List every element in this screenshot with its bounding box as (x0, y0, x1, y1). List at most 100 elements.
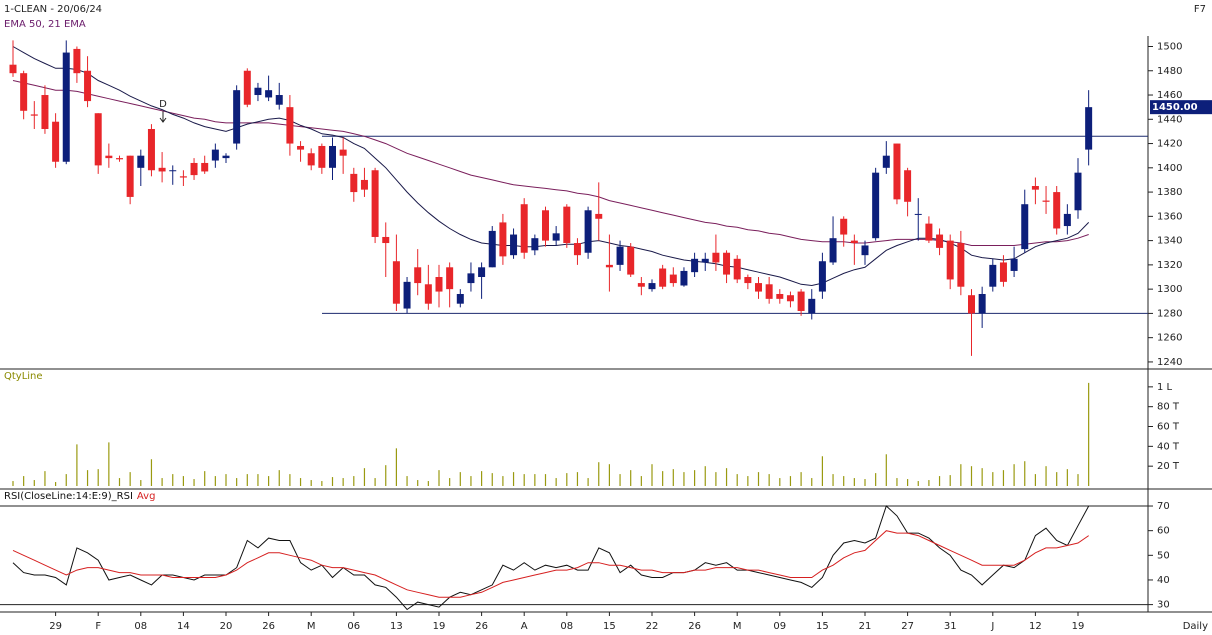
candle-body (137, 155, 145, 168)
candle-body (584, 210, 592, 253)
rsi-line (12, 505, 1090, 611)
y-tick-label: 1420 (1157, 139, 1182, 150)
y-tick-label: 1480 (1157, 66, 1182, 77)
candle-body (84, 70, 92, 102)
x-tick-label: 19 (1072, 621, 1085, 632)
y-tick-label: 1320 (1157, 260, 1182, 271)
candle-body (392, 261, 400, 304)
candle-body (94, 113, 102, 166)
y-tick-label: 1400 (1157, 163, 1182, 174)
hotkey-label: F7 (1194, 4, 1206, 15)
candle-body (616, 246, 624, 265)
candle-body (542, 210, 549, 241)
ema-line (12, 46, 1090, 287)
candle-body (1010, 258, 1018, 271)
candle-body (723, 252, 731, 275)
x-tick-label: M (733, 621, 742, 632)
y-tick-label: 1500 (1157, 41, 1182, 52)
candle-body (840, 218, 848, 235)
candle-body (382, 236, 390, 244)
candle-body (968, 295, 975, 314)
candle-body (520, 204, 528, 253)
y-tick-label: 1440 (1157, 114, 1182, 125)
candle-body (850, 240, 858, 244)
candle-body (158, 167, 166, 172)
y-tick-label: 1460 (1157, 90, 1182, 101)
panel-title: QtyLine (4, 371, 43, 382)
annotation: D (159, 99, 167, 110)
candle-body (435, 277, 443, 292)
y-tick-label: 20 T (1157, 461, 1180, 472)
candle-body (403, 281, 411, 309)
x-tick-label: 14 (177, 621, 190, 632)
x-tick-label: 13 (390, 621, 403, 632)
candle-body (627, 246, 635, 275)
y-tick-label: 30 (1157, 600, 1170, 611)
x-tick-label: 26 (475, 621, 488, 632)
candle-body (371, 170, 379, 237)
candle-body (456, 293, 464, 304)
legend-entry: RSI(CloseLine:14:E:9)_RSI (4, 491, 133, 502)
candle-body (126, 155, 134, 197)
x-tick-label: 06 (347, 621, 360, 632)
candle-body (872, 172, 880, 239)
legend: RSI(CloseLine:14:E:9)_RSI Avg (4, 491, 155, 502)
y-tick-label: 60 T (1157, 422, 1180, 433)
y-tick-label: 70 (1157, 501, 1170, 512)
candle-body (893, 143, 901, 200)
candle-body (552, 233, 560, 241)
last-price-label: 1450.00 (1152, 102, 1198, 113)
candle-body (1021, 204, 1029, 250)
x-tick-label: A (521, 621, 528, 632)
candle-body (978, 293, 986, 314)
candle-body (808, 298, 816, 314)
candle-body (488, 230, 496, 268)
y-tick-label: 80 T (1157, 402, 1180, 413)
candle-body (605, 264, 613, 268)
y-tick-label: 50 (1157, 550, 1170, 561)
candle-body (147, 128, 155, 171)
candle-body (329, 145, 336, 168)
candle-body (275, 95, 283, 105)
candle-body (765, 284, 773, 299)
candle-body (797, 291, 805, 311)
candle-body (201, 162, 209, 172)
candle-body (9, 64, 17, 74)
candle-body (190, 162, 198, 176)
candle-body (510, 234, 518, 256)
candle-body (563, 206, 571, 244)
interval-label: Daily (1183, 621, 1208, 632)
candle-body (755, 283, 762, 292)
candle-body (818, 261, 826, 292)
x-tick-label: 19 (433, 621, 446, 632)
y-tick-label: 1 L (1157, 382, 1173, 393)
x-tick-label: 21 (859, 621, 872, 632)
candle-body (62, 52, 70, 162)
x-tick-label: 29 (49, 621, 62, 632)
y-tick-label: 1360 (1157, 211, 1182, 222)
x-tick-label: 15 (816, 621, 829, 632)
candle-body (861, 245, 869, 256)
candle-body (680, 270, 688, 286)
y-tick-label: 40 (1157, 575, 1170, 586)
candle-body (73, 48, 81, 74)
candle-body (414, 267, 422, 284)
candle-body (467, 273, 475, 284)
candle-body (350, 173, 358, 193)
candle-body (339, 149, 347, 156)
candle-body (744, 277, 752, 284)
rsi-line (12, 530, 1089, 598)
y-tick-label: 1340 (1157, 236, 1182, 247)
x-tick-label: 12 (1029, 621, 1042, 632)
candle-body (659, 268, 667, 287)
y-tick-label: 1280 (1157, 308, 1182, 319)
x-tick-label: 08 (560, 621, 573, 632)
candle-body (882, 155, 890, 168)
candle-body (1085, 107, 1093, 150)
candle-body (233, 90, 241, 144)
candle-body (243, 70, 251, 105)
candle-body (595, 213, 603, 219)
candle-body (478, 267, 486, 278)
candle-body (669, 274, 677, 284)
